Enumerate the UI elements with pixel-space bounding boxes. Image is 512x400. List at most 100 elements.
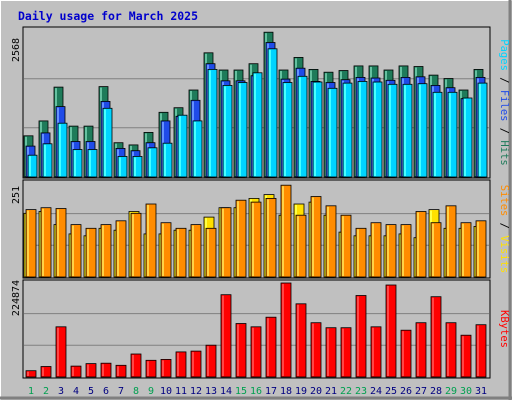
day-label: 21	[325, 386, 337, 397]
kbytes-bar-highlight	[297, 305, 299, 376]
sites-bar-highlight	[447, 207, 449, 276]
hits-files-pages-axis-label: Pages / Files / Hits	[498, 39, 510, 165]
kbytes-bar-highlight	[117, 366, 119, 376]
day-label: 9	[148, 386, 154, 397]
sites-bar-highlight	[207, 229, 209, 276]
day-label: 10	[160, 386, 172, 397]
axis-label-part: /	[498, 71, 510, 90]
kbytes-bar-highlight	[132, 355, 134, 376]
kbytes-bar-highlight	[42, 368, 44, 377]
pages-bar-highlight	[209, 70, 211, 176]
sites-bar-highlight	[327, 207, 329, 276]
kbytes-bar-highlight	[402, 331, 404, 376]
kbytes-bar-highlight	[372, 328, 374, 376]
kbytes-bar-highlight	[207, 346, 209, 376]
sites-bar-highlight	[267, 199, 269, 276]
sites-bar-highlight	[432, 224, 434, 276]
sites-bar-highlight	[87, 229, 89, 276]
day-label: 18	[280, 386, 292, 397]
pages-bar-highlight	[284, 84, 286, 177]
pages-bar-highlight	[89, 151, 91, 177]
sites-bar-highlight	[27, 211, 29, 276]
kbytes-bar-highlight	[312, 324, 314, 376]
axis-label-part: /	[498, 216, 510, 235]
kbytes-bar-highlight	[327, 329, 329, 376]
day-label: 29	[445, 386, 457, 397]
day-label: 8	[133, 386, 139, 397]
sites-bar-highlight	[177, 229, 179, 276]
axis-label-part: Hits	[498, 140, 510, 165]
sites-ymax-label: 251	[11, 186, 22, 204]
kbytes-bar-highlight	[237, 325, 239, 377]
pages-bar-highlight	[344, 84, 346, 176]
day-label: 24	[370, 386, 382, 397]
sites-bar-highlight	[282, 186, 284, 276]
day-label: 28	[430, 386, 442, 397]
day-label: 2	[43, 386, 49, 397]
sites-bar-highlight	[387, 226, 389, 276]
kbytes-bar-highlight	[177, 353, 179, 376]
sites-bar-highlight	[162, 224, 164, 276]
sites-bar-highlight	[357, 229, 359, 276]
kbytes-bar-highlight	[72, 367, 74, 376]
day-label: 23	[355, 386, 367, 397]
kbytes-axis-label: KBytes	[498, 310, 510, 348]
kbytes-bar-highlight	[57, 328, 59, 376]
pages-bar-highlight	[44, 145, 46, 176]
day-label: 12	[190, 386, 202, 397]
kbytes-bar-highlight	[282, 284, 284, 376]
pages-bar-highlight	[464, 99, 466, 176]
pages-bar-highlight	[194, 122, 196, 176]
pages-bar-highlight	[164, 144, 166, 176]
pages-bar-highlight	[74, 151, 76, 177]
sites-bar-highlight	[252, 203, 254, 276]
pages-bar-highlight	[179, 116, 181, 176]
kbytes-bar-highlight	[252, 328, 254, 376]
day-label: 7	[118, 386, 124, 397]
pages-bar-highlight	[404, 85, 406, 176]
sites-bar-highlight	[342, 216, 344, 276]
day-label: 19	[295, 386, 307, 397]
sites-bar-highlight	[297, 216, 299, 276]
sites-bar-highlight	[477, 222, 479, 276]
sites-bar-highlight	[312, 198, 314, 277]
pages-bar-highlight	[389, 85, 391, 176]
pages-bar-highlight	[479, 84, 481, 176]
pages-bar-highlight	[359, 82, 361, 176]
day-label: 15	[235, 386, 247, 397]
axis-label-part: Sites	[498, 185, 510, 217]
kbytes-bar-highlight	[267, 318, 269, 376]
sites-bar-highlight	[132, 214, 134, 276]
kbytes-bar-highlight	[192, 352, 194, 376]
day-label: 14	[220, 386, 232, 397]
pages-bar-highlight	[149, 149, 151, 176]
axis-label-part: KBytes	[498, 310, 510, 348]
sites-bar-highlight	[372, 224, 374, 276]
day-label: 17	[265, 386, 277, 397]
sites-bar-highlight	[192, 226, 194, 276]
pages-bar-highlight	[224, 86, 226, 176]
hits-ymax-label: 2568	[11, 38, 22, 62]
pages-bar-highlight	[314, 83, 316, 176]
kbytes-bar-highlight	[432, 298, 434, 376]
day-label: 11	[175, 386, 187, 397]
day-label: 27	[415, 386, 427, 397]
kbytes-bar-highlight	[162, 360, 164, 376]
kbytes-bar-highlight	[27, 372, 29, 376]
axis-label-part: Files	[498, 90, 510, 122]
pages-bar-highlight	[419, 85, 421, 176]
day-label: 6	[103, 386, 109, 397]
sites-bar-highlight	[42, 209, 44, 276]
day-label: 1	[28, 386, 34, 397]
axis-label-part: /	[498, 121, 510, 140]
pages-bar-highlight	[239, 84, 241, 177]
axis-label-part: Pages	[498, 39, 510, 71]
sites-bar-highlight	[417, 213, 419, 277]
day-label: 4	[73, 386, 79, 397]
kbytes-bar-highlight	[342, 329, 344, 376]
day-label: 3	[58, 386, 64, 397]
pages-bar-highlight	[269, 50, 271, 176]
day-label: 25	[385, 386, 397, 397]
sites-bar-highlight	[117, 222, 119, 276]
pages-bar-highlight	[29, 156, 31, 176]
